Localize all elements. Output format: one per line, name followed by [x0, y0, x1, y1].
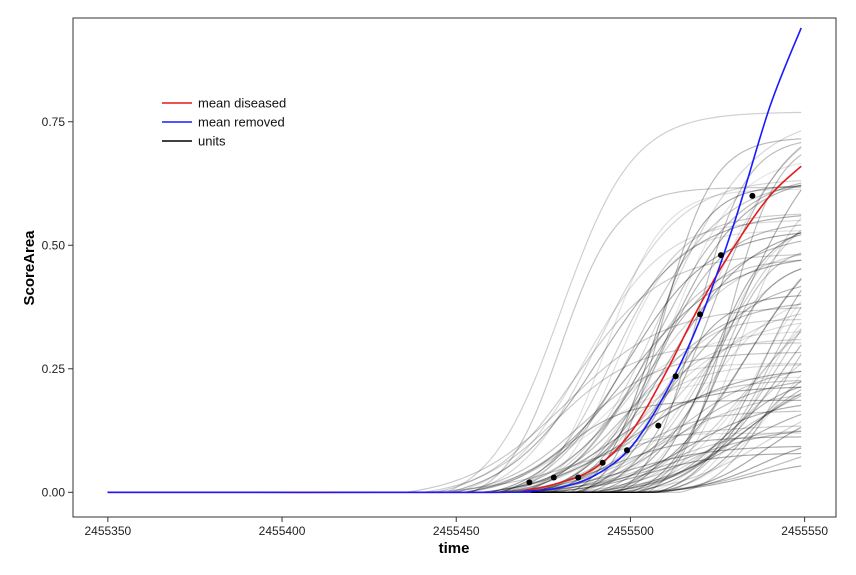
y-tick-label: 0.00: [42, 485, 66, 499]
data-point: [550, 474, 557, 481]
legend-label: mean diseased: [198, 96, 286, 111]
x-tick-label: 2455500: [607, 524, 654, 538]
data-point: [672, 373, 679, 380]
data-point: [655, 422, 662, 429]
y-tick-label: 0.75: [42, 115, 66, 129]
x-tick-label: 2455350: [84, 524, 131, 538]
x-axis-title: time: [439, 540, 470, 557]
data-point: [697, 311, 704, 318]
legend: mean diseased mean removed units: [162, 96, 286, 149]
data-point: [526, 479, 533, 486]
data-point: [624, 447, 630, 454]
y-axis: 0.00 0.25 0.50 0.75: [42, 115, 73, 499]
plot-background: [73, 18, 836, 517]
plot-border: [72, 17, 837, 518]
data-point: [749, 192, 756, 199]
x-tick-label: 2455450: [433, 524, 480, 538]
y-tick-label: 0.50: [42, 238, 66, 252]
x-tick-label: 2455400: [259, 524, 306, 538]
observed-points: [526, 192, 756, 486]
y-tick-label: 0.25: [42, 362, 66, 376]
data-point: [575, 474, 582, 481]
mean-series: [107, 27, 802, 494]
legend-label: units: [198, 134, 226, 149]
x-axis: 2455350 2455400 2455450 2455500 2455550: [84, 517, 828, 538]
legend-label: mean removed: [198, 115, 285, 130]
series-line-mean-removed: [107, 27, 802, 494]
x-tick-label: 2455550: [781, 524, 828, 538]
y-axis-title: ScoreArea: [21, 230, 38, 306]
data-point: [718, 252, 724, 259]
data-point: [599, 459, 606, 466]
